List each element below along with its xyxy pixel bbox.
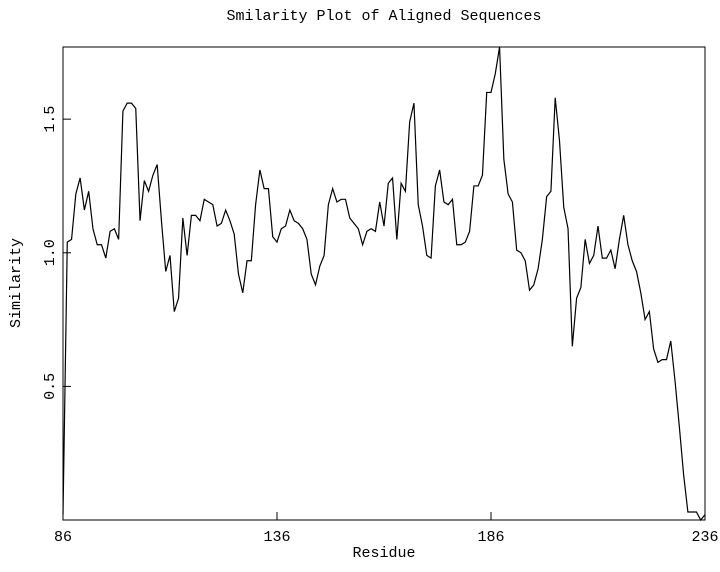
x-axis-label: Residue (352, 545, 415, 562)
plot-frame (62, 46, 706, 521)
x-tick-label: 186 (477, 529, 504, 546)
x-tick-label: 86 (54, 529, 72, 546)
y-tick-label: 0.5 (42, 373, 59, 400)
x-tick-label: 236 (691, 529, 718, 546)
similarity-line (62, 46, 706, 522)
chart-title: Smilarity Plot of Aligned Sequences (226, 8, 541, 25)
y-tick-label: 1.0 (42, 239, 59, 266)
y-axis-label: Similarity (8, 238, 25, 328)
y-tick-label: 1.5 (42, 106, 59, 133)
x-tick-label: 136 (263, 529, 290, 546)
